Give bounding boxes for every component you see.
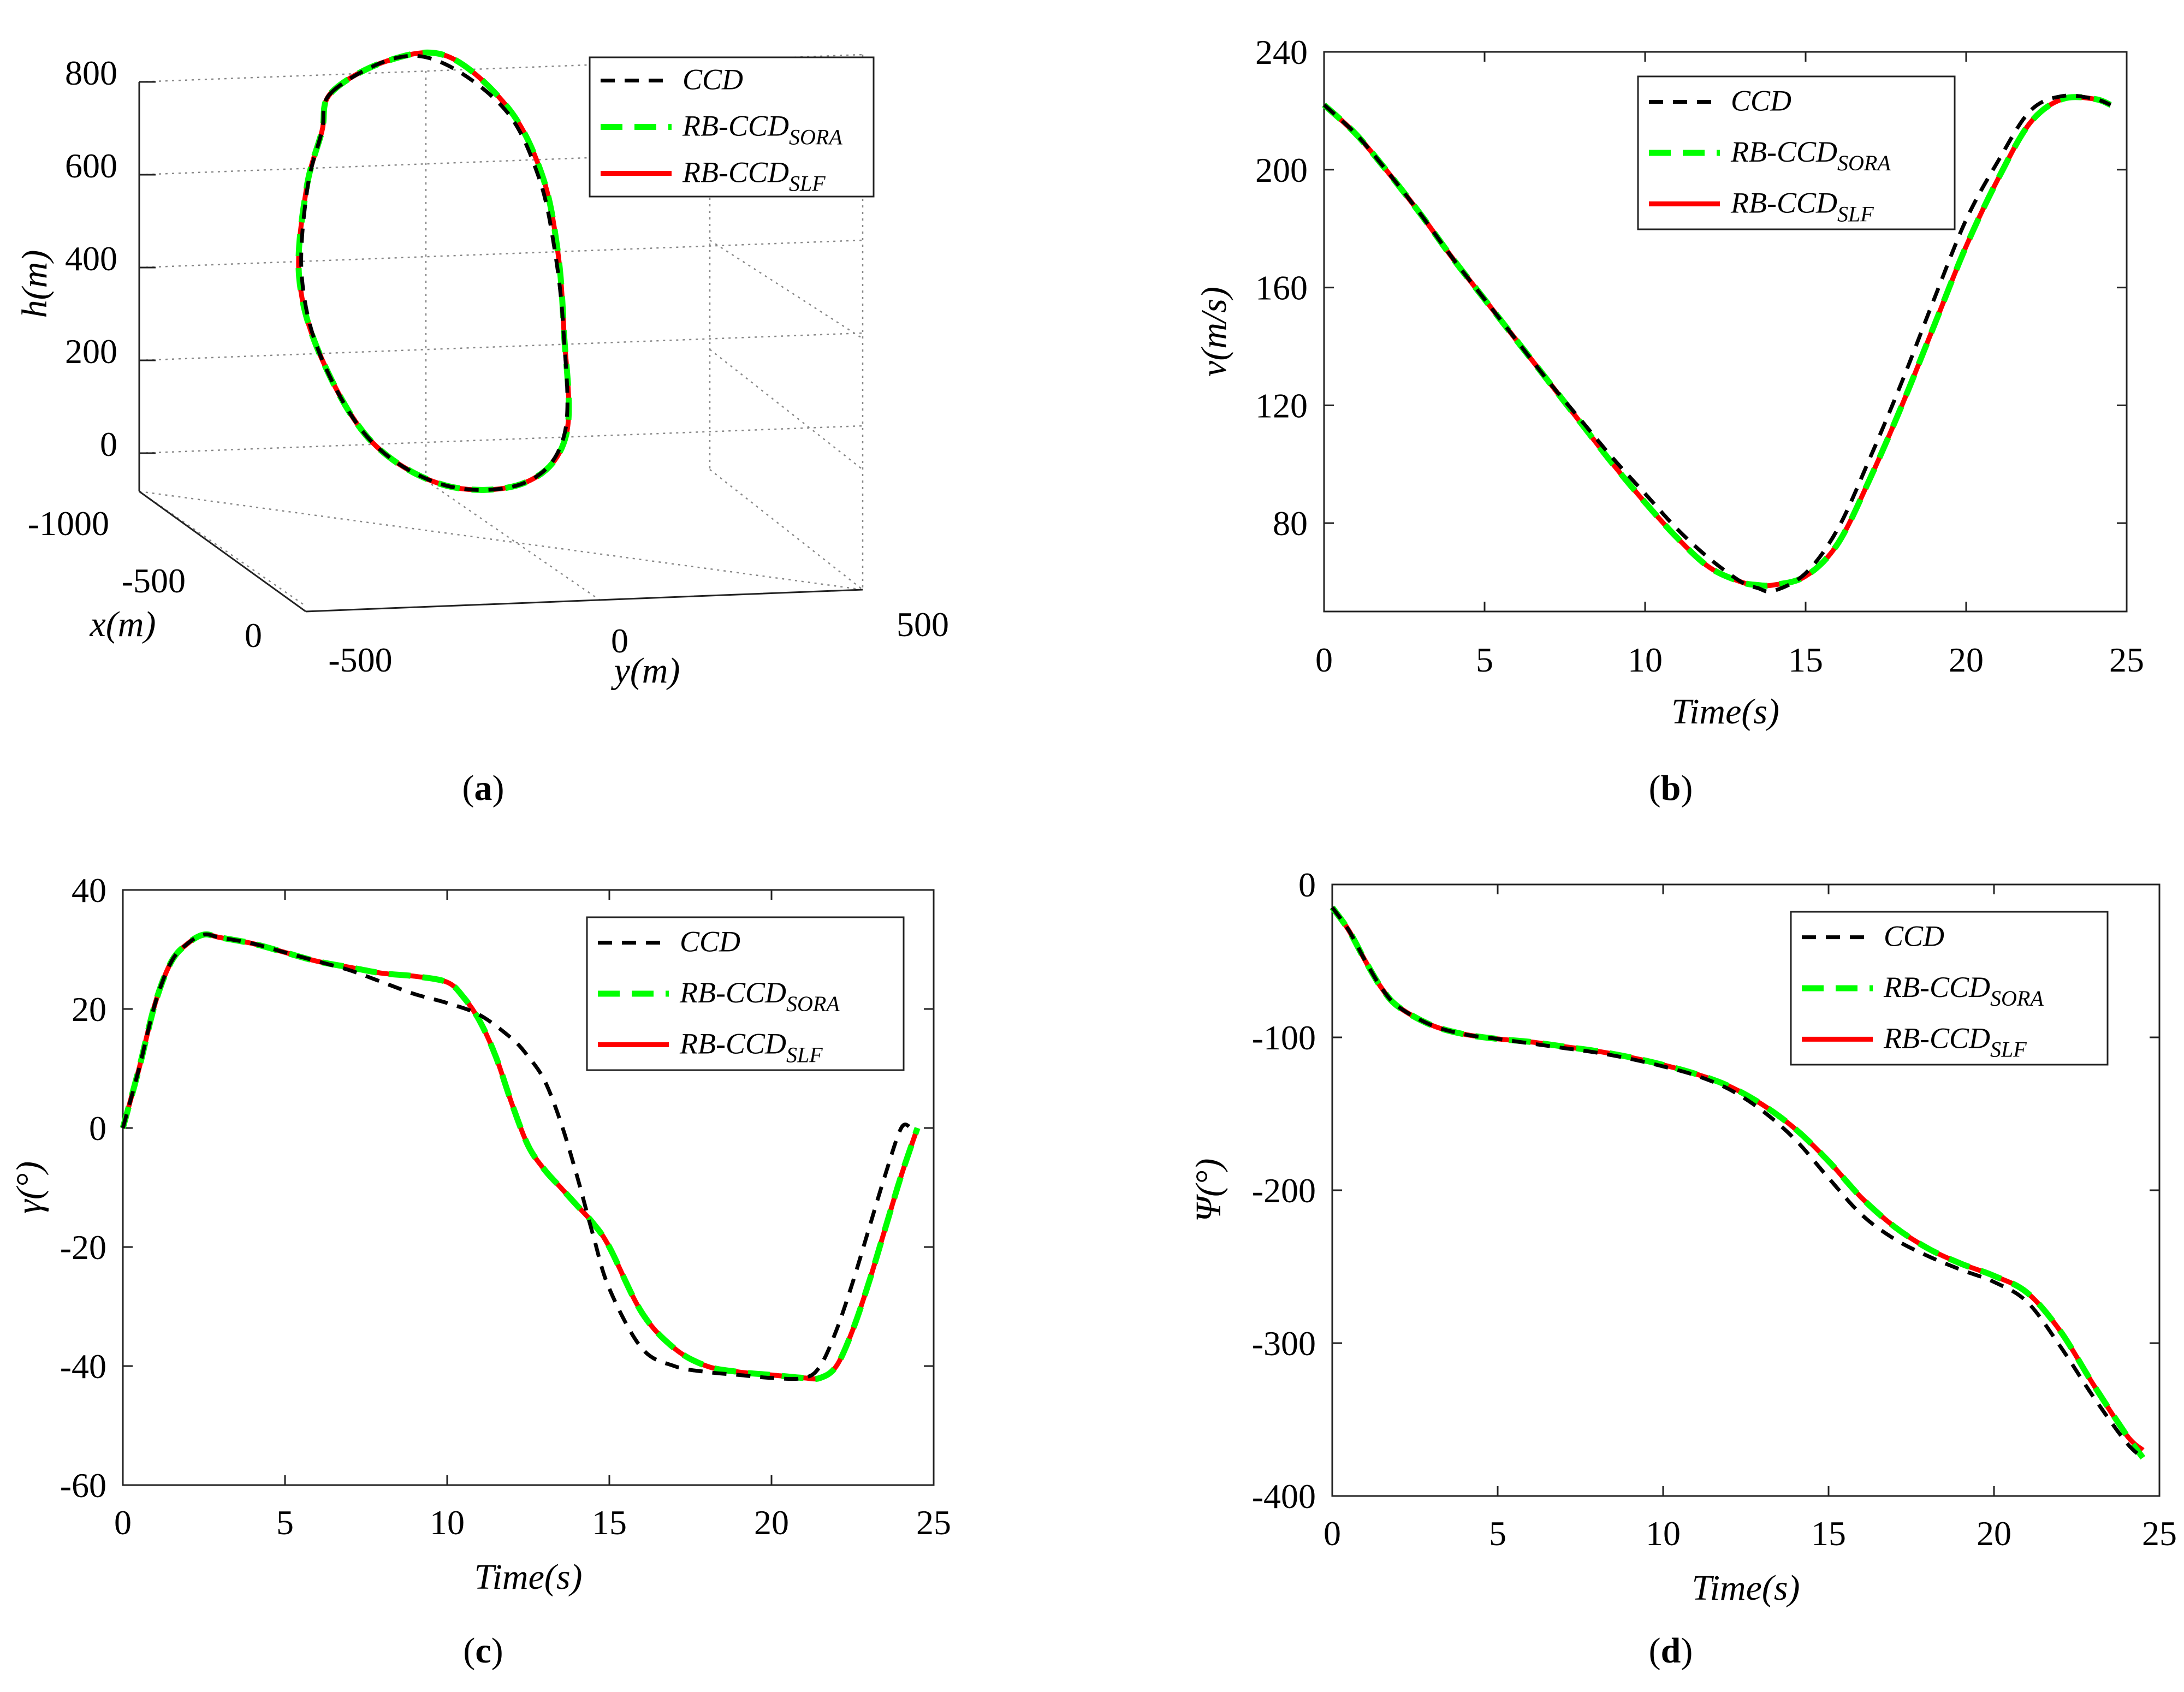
- x-tick-label: 10: [430, 1503, 465, 1542]
- y-tick-label: -200: [1252, 1171, 1316, 1210]
- y-tick-label: 0: [611, 621, 628, 660]
- panel-a-z-ticks: 800 600 400 200 0: [65, 54, 117, 464]
- panel-d-heading-angle: 0 5 10 15 20 25 -400 -300 -200 -100 0 Time(s) Ψ(°): [1189, 865, 2177, 1608]
- x-tick-label: -500: [122, 561, 186, 600]
- panel-b-frame: [1323, 51, 2128, 613]
- panel-b-velocity: 0 5 10 15 20 25 80 120 160 200 240 Time(s) v(m/s): [1194, 33, 2144, 732]
- legend-label-slf: RB-CCDSLF: [682, 156, 826, 196]
- legend-label-ccd: CCD: [1731, 85, 1791, 117]
- y-tick-label: 200: [1255, 151, 1308, 189]
- panel-a-series-slf: [296, 50, 572, 492]
- z-tick-label: 400: [65, 239, 117, 278]
- y-tick-label: -40: [60, 1347, 106, 1386]
- legend-label-slf: RB-CCDSLF: [1730, 186, 1874, 226]
- y-tick-label: -60: [60, 1466, 106, 1505]
- panel-c-flight-path-angle: 0 5 10 15 20 25 -60 -40 -20 0 20 40 Time(s) γ(°): [9, 871, 951, 1597]
- caption-a: (a): [462, 768, 505, 808]
- x-tick-label: 5: [276, 1503, 294, 1542]
- y-tick-label: -400: [1252, 1477, 1316, 1516]
- panel-a-trajectories: [295, 49, 572, 493]
- x-tick-label: 25: [2109, 640, 2144, 679]
- legend-label-ccd: CCD: [1884, 920, 1944, 953]
- y-tick-label: 0: [1298, 865, 1316, 904]
- caption-b: (b): [1649, 768, 1693, 808]
- panel-a-z-label: h(m): [15, 250, 55, 318]
- x-tick-label: 5: [1476, 640, 1493, 679]
- legend-a: CCD RB-CCDSORA RB-CCDSLF: [589, 56, 875, 198]
- y-tick-label: -20: [60, 1228, 106, 1267]
- x-tick-label: 0: [245, 616, 262, 655]
- legend-label-slf: RB-CCDSLF: [1883, 1022, 2027, 1061]
- x-tick-label: 15: [1788, 640, 1823, 679]
- panel-a-series-ccd: [299, 54, 569, 492]
- y-tick-label: 500: [897, 605, 949, 644]
- x-tick-label: 20: [754, 1503, 789, 1542]
- x-tick-label: 0: [1324, 1514, 1341, 1553]
- x-tick-label: 5: [1489, 1514, 1506, 1553]
- y-tick-label: -300: [1252, 1324, 1316, 1363]
- y-tick-label: 20: [72, 990, 106, 1029]
- y-tick-label: -100: [1252, 1018, 1316, 1057]
- panel-c-series-sora: [120, 931, 921, 1382]
- z-tick-label: 200: [65, 332, 117, 371]
- legend-b: CCD RB-CCDSORA RB-CCDSLF: [1637, 75, 1956, 230]
- y-tick-label: -500: [328, 640, 392, 679]
- caption-c: (c): [463, 1631, 503, 1671]
- x-tick-label: 10: [1646, 1514, 1681, 1553]
- x-tick-label: 20: [1949, 640, 1984, 679]
- z-tick-label: 600: [65, 146, 117, 185]
- panel-a-series-sora: [295, 49, 572, 493]
- x-tick-label: 15: [1811, 1514, 1846, 1553]
- legend-label-ccd: CCD: [682, 63, 743, 96]
- x-tick-label: -1000: [28, 504, 109, 543]
- caption-d: (d): [1649, 1631, 1693, 1671]
- panel-b-series-ccd: [1322, 93, 2111, 594]
- panel-d-x-label: Time(s): [1692, 1568, 1800, 1608]
- x-tick-label: 25: [916, 1503, 951, 1542]
- panel-c-x-label: Time(s): [474, 1557, 583, 1597]
- panel-c-series-ccd: [121, 932, 912, 1381]
- z-tick-label: 800: [65, 54, 117, 92]
- x-tick-label: 20: [1977, 1514, 2011, 1553]
- legend-label-ccd: CCD: [680, 925, 740, 958]
- y-tick-label: 0: [89, 1109, 106, 1148]
- legend-label-sora: RB-CCDSORA: [682, 110, 842, 150]
- panel-a-3d-trajectory: 800 600 400 200 0 -1000 -500 0 -500 0 50…: [15, 49, 949, 691]
- legend-label-slf: RB-CCDSLF: [679, 1027, 823, 1067]
- legend-d: CCD RB-CCDSORA RB-CCDSLF: [1790, 911, 2109, 1066]
- panel-a-y-ticks: -500 0 500: [328, 605, 949, 679]
- panel-c-y-label: γ(°): [9, 1161, 49, 1214]
- y-tick-label: 80: [1273, 504, 1308, 543]
- panel-d-y-label: Ψ(°): [1189, 1159, 1228, 1222]
- captions: (a) (b) (c) (d): [462, 768, 1693, 1671]
- panel-a-x-ticks: -1000 -500 0: [28, 504, 262, 655]
- legend-label-sora: RB-CCDSORA: [679, 976, 840, 1016]
- panel-a-x-label: x(m): [90, 604, 156, 644]
- panel-b-y-label: v(m/s): [1194, 287, 1234, 377]
- panel-c-frame: [122, 889, 935, 1486]
- y-tick-label: 160: [1255, 269, 1308, 307]
- x-tick-label: 15: [592, 1503, 627, 1542]
- x-tick-label: 0: [1315, 640, 1333, 679]
- x-tick-label: 0: [114, 1503, 132, 1542]
- panel-a-y-label: y(m): [611, 651, 680, 691]
- legend-label-sora: RB-CCDSORA: [1730, 135, 1891, 175]
- y-tick-label: 40: [72, 871, 106, 910]
- legends: CCD RB-CCDSORA RB-CCDSLF CCD RB-CCDSORA RB-CC…: [586, 56, 2109, 1071]
- legend-c: CCD RB-CCDSORA RB-CCDSLF: [586, 916, 905, 1071]
- panel-d-series-ccd: [1331, 906, 2145, 1459]
- x-tick-label: 25: [2142, 1514, 2177, 1553]
- y-tick-label: 120: [1255, 386, 1308, 425]
- legend-label-sora: RB-CCDSORA: [1883, 971, 2044, 1011]
- x-tick-label: 10: [1628, 640, 1663, 679]
- y-tick-label: 240: [1255, 33, 1308, 72]
- z-tick-label: 0: [100, 425, 117, 464]
- panel-b-x-label: Time(s): [1671, 692, 1779, 732]
- panel-a-axes: [138, 81, 863, 613]
